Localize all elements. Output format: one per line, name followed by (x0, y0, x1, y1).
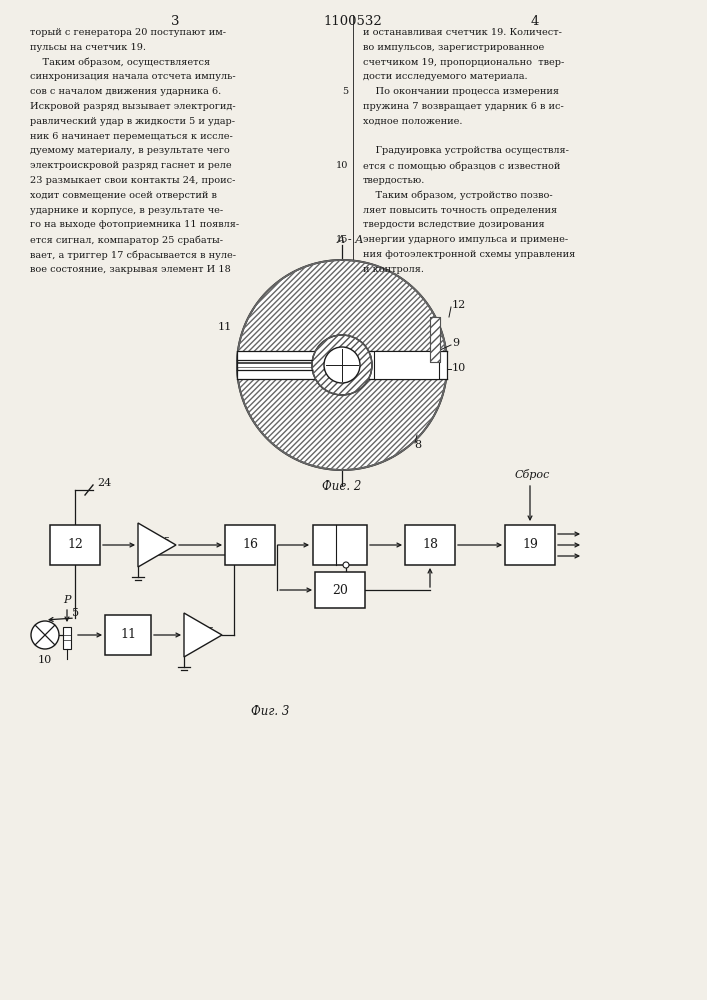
Text: пружина 7 возвращает ударник 6 в ис-: пружина 7 возвращает ударник 6 в ис- (363, 102, 563, 111)
Text: ударнике и корпусе, в результате че-: ударнике и корпусе, в результате че- (30, 206, 223, 215)
Bar (430, 317, 440, 362)
Bar (50, 525, 100, 565)
Text: энергии ударного импульса и примене-: энергии ударного импульса и примене- (363, 235, 568, 244)
Bar (313, 525, 367, 565)
Text: Градуировка устройства осуществля-: Градуировка устройства осуществля- (363, 146, 569, 155)
Text: электроискровой разряд гаснет и реле: электроискровой разряд гаснет и реле (30, 161, 232, 170)
Text: равлический удар в жидкости 5 и удар-: равлический удар в жидкости 5 и удар- (30, 117, 235, 126)
Text: А - А: А - А (337, 235, 363, 245)
Text: 5: 5 (342, 87, 348, 96)
Text: Сброс: Сброс (514, 469, 549, 480)
Circle shape (312, 335, 372, 395)
Text: Фие. 2: Фие. 2 (322, 480, 362, 493)
Text: 20: 20 (332, 584, 348, 596)
Text: T: T (317, 533, 325, 543)
Text: 24: 24 (97, 478, 111, 488)
Text: счетчиком 19, пропорционально  твер-: счетчиком 19, пропорционально твер- (363, 58, 564, 67)
Text: пульсы на счетчик 19.: пульсы на счетчик 19. (30, 43, 146, 52)
Text: 23 размыкает свои контакты 24, проис-: 23 размыкает свои контакты 24, проис- (30, 176, 235, 185)
Text: 1100532: 1100532 (324, 15, 382, 28)
Text: сов с началом движения ударника 6.: сов с началом движения ударника 6. (30, 87, 221, 96)
Text: 12: 12 (452, 300, 466, 310)
Text: 10: 10 (336, 161, 348, 170)
Text: 12: 12 (67, 538, 83, 552)
Text: синхронизация начала отсчета импуль-: синхронизация начала отсчета импуль- (30, 72, 235, 81)
Text: 3: 3 (171, 15, 180, 28)
Text: дуемому материалу, в результате чего: дуемому материалу, в результате чего (30, 146, 230, 155)
Text: 8: 8 (414, 440, 421, 450)
Bar (105, 615, 151, 655)
Text: 10: 10 (452, 363, 466, 373)
Text: ется с помощью образцов с известной: ется с помощью образцов с известной (363, 161, 561, 171)
Text: 15: 15 (336, 235, 348, 244)
Text: 16: 16 (242, 538, 258, 552)
Text: 18: 18 (422, 538, 438, 552)
Bar (237, 351, 447, 379)
Text: вает, а триггер 17 сбрасывается в нуле-: вает, а триггер 17 сбрасывается в нуле- (30, 250, 236, 259)
Text: 10: 10 (38, 655, 52, 665)
Text: Таким образом, осуществляется: Таким образом, осуществляется (30, 58, 210, 67)
Bar (374, 351, 439, 379)
Text: +: + (191, 620, 199, 630)
Text: и контроля.: и контроля. (363, 265, 424, 274)
Text: вое состояние, закрывая элемент И 18: вое состояние, закрывая элемент И 18 (30, 265, 230, 274)
Text: Искровой разряд вызывает электрогид-: Искровой разряд вызывает электрогид- (30, 102, 235, 111)
Text: и останавливая счетчик 19. Количест-: и останавливая счетчик 19. Количест- (363, 28, 562, 37)
Text: ходит совмещение осей отверстий в: ходит совмещение осей отверстий в (30, 191, 217, 200)
Text: торый с генератора 20 поступают им-: торый с генератора 20 поступают им- (30, 28, 226, 37)
Text: P: P (63, 595, 71, 605)
Text: −: − (144, 548, 153, 558)
Text: 15: 15 (201, 626, 215, 636)
Text: ник 6 начинает перемещаться к иссле-: ник 6 начинает перемещаться к иссле- (30, 132, 233, 141)
Polygon shape (138, 523, 176, 567)
Bar (315, 572, 365, 608)
Text: 17: 17 (339, 536, 354, 548)
Text: 5: 5 (72, 608, 79, 618)
Bar (405, 525, 455, 565)
Polygon shape (237, 260, 447, 470)
Polygon shape (184, 613, 222, 657)
Bar (225, 525, 275, 565)
Text: го на выходе фотоприемника 11 появля-: го на выходе фотоприемника 11 появля- (30, 220, 239, 229)
Circle shape (343, 562, 349, 568)
Text: 11: 11 (218, 322, 232, 332)
Text: −: − (190, 638, 199, 648)
Text: 9: 9 (452, 338, 459, 348)
Text: ется сигнал, компаратор 25 срабаты-: ется сигнал, компаратор 25 срабаты- (30, 235, 223, 245)
Text: ния фотоэлектронной схемы управления: ния фотоэлектронной схемы управления (363, 250, 575, 259)
Text: твердости вследствие дозирования: твердости вследствие дозирования (363, 220, 544, 229)
Text: 4: 4 (531, 15, 539, 28)
Text: 25: 25 (158, 536, 170, 546)
Bar (505, 525, 555, 565)
Circle shape (31, 621, 59, 649)
Text: во импульсов, зарегистрированное: во импульсов, зарегистрированное (363, 43, 544, 52)
Circle shape (324, 347, 360, 383)
Text: ходное положение.: ходное положение. (363, 117, 462, 126)
Bar (63, 627, 71, 649)
Text: По окончании процесса измерения: По окончании процесса измерения (363, 87, 559, 96)
Text: 19: 19 (522, 538, 538, 552)
Text: +: + (145, 530, 153, 540)
Text: твердостью.: твердостью. (363, 176, 426, 185)
Text: дости исследуемого материала.: дости исследуемого материала. (363, 72, 527, 81)
Text: 11: 11 (120, 629, 136, 642)
Text: Фиг. 3: Фиг. 3 (251, 705, 289, 718)
Text: ляет повысить точность определения: ляет повысить точность определения (363, 206, 557, 215)
Text: Таким образом, устройство позво-: Таким образом, устройство позво- (363, 191, 553, 200)
Bar (430, 317, 440, 362)
